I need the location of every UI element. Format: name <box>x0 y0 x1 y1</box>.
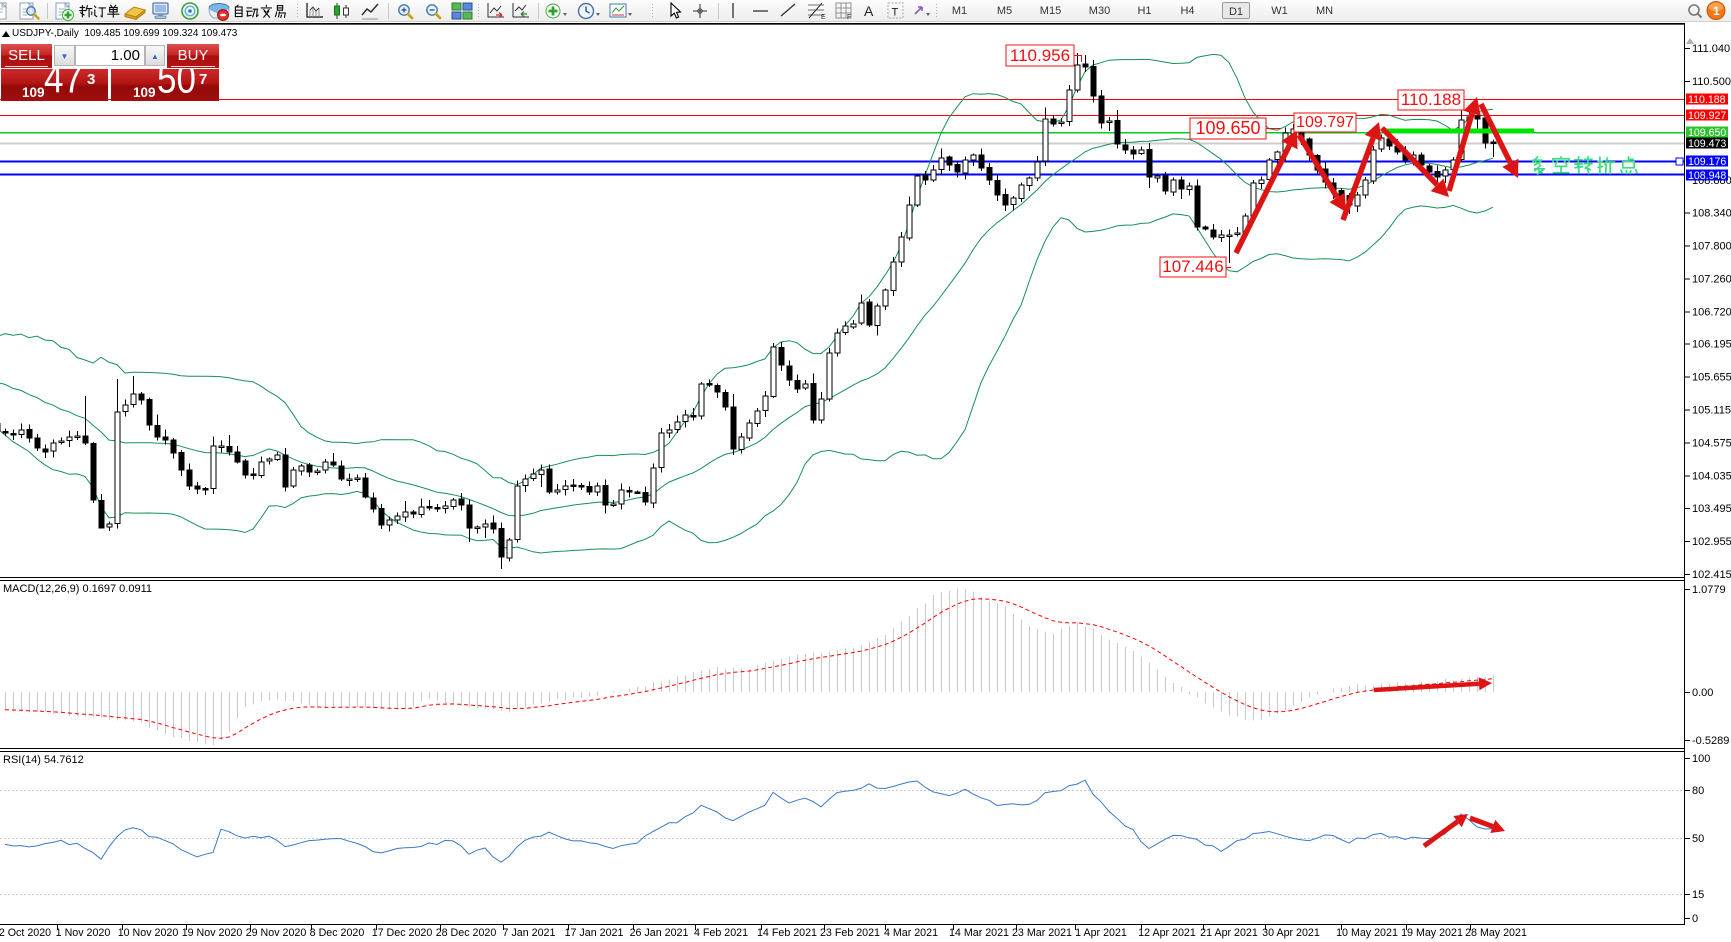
svg-text:104.035: 104.035 <box>1692 470 1731 482</box>
svg-text:RSI(14) 54.7612: RSI(14) 54.7612 <box>3 754 84 766</box>
svg-text:106.720: 106.720 <box>1692 307 1731 319</box>
svg-text:-0.5289: -0.5289 <box>1692 735 1729 747</box>
svg-text:1: 1 <box>1713 4 1720 18</box>
svg-text:109.927: 109.927 <box>1688 110 1726 122</box>
svg-text:103.495: 103.495 <box>1692 503 1731 515</box>
svg-text:23 Feb 2021: 23 Feb 2021 <box>820 927 880 939</box>
svg-text:110.188: 110.188 <box>1688 94 1726 106</box>
svg-text:30 Apr 2021: 30 Apr 2021 <box>1262 927 1320 939</box>
svg-text:0.00: 0.00 <box>1692 687 1713 699</box>
svg-text:F: F <box>847 14 851 21</box>
svg-text:21 Apr 2021: 21 Apr 2021 <box>1200 927 1258 939</box>
svg-text:29 Nov 2020: 29 Nov 2020 <box>246 927 307 939</box>
svg-text:50: 50 <box>1692 833 1704 845</box>
svg-text:111.040: 111.040 <box>1692 43 1730 55</box>
svg-text:10 May 2021: 10 May 2021 <box>1336 927 1398 939</box>
svg-text:4 Feb 2021: 4 Feb 2021 <box>694 927 748 939</box>
svg-text:1 Apr 2021: 1 Apr 2021 <box>1075 927 1127 939</box>
svg-text:14 Feb 2021: 14 Feb 2021 <box>757 927 817 939</box>
svg-text:106.195: 106.195 <box>1692 339 1731 351</box>
svg-text:19 Nov 2020: 19 Nov 2020 <box>182 927 243 939</box>
svg-text:17 Dec 2020: 17 Dec 2020 <box>372 927 433 939</box>
svg-text:MACD(12,26,9) 0.1697 0.0911: MACD(12,26,9) 0.1697 0.0911 <box>3 583 152 595</box>
svg-text:4 Mar 2021: 4 Mar 2021 <box>884 927 938 939</box>
svg-text:105.655: 105.655 <box>1692 371 1731 383</box>
svg-text:109.650: 109.650 <box>1688 127 1726 139</box>
svg-text:80: 80 <box>1692 785 1704 797</box>
svg-text:19 May 2021: 19 May 2021 <box>1401 927 1463 939</box>
svg-text:108.340: 108.340 <box>1692 208 1731 220</box>
svg-text:7 Jan 2021: 7 Jan 2021 <box>503 927 556 939</box>
svg-text:A: A <box>864 3 874 19</box>
svg-text:0: 0 <box>1692 913 1698 925</box>
svg-text:109.797: 109.797 <box>1296 114 1354 131</box>
svg-text:107.260: 107.260 <box>1692 274 1731 286</box>
svg-text:14 Mar 2021: 14 Mar 2021 <box>949 927 1009 939</box>
svg-text:109.650: 109.650 <box>1195 118 1260 138</box>
svg-text:26 Jan 2021: 26 Jan 2021 <box>630 927 689 939</box>
svg-text:109.176: 109.176 <box>1688 156 1726 168</box>
svg-text:28 Dec 2020: 28 Dec 2020 <box>436 927 497 939</box>
svg-text:102.415: 102.415 <box>1692 569 1731 581</box>
svg-text:108.948: 108.948 <box>1688 170 1726 182</box>
svg-text:28 May 2021: 28 May 2021 <box>1465 927 1527 939</box>
svg-text:12 Apr 2021: 12 Apr 2021 <box>1138 927 1196 939</box>
svg-text:17 Jan 2021: 17 Jan 2021 <box>565 927 624 939</box>
svg-text:104.575: 104.575 <box>1692 437 1731 449</box>
svg-text:110.956: 110.956 <box>1010 46 1070 65</box>
svg-text:102.955: 102.955 <box>1692 536 1731 548</box>
svg-text:107.800: 107.800 <box>1692 241 1731 253</box>
svg-text:110.500: 110.500 <box>1692 76 1731 88</box>
svg-text:109.473: 109.473 <box>1688 138 1726 150</box>
svg-text:107.446: 107.446 <box>1162 257 1223 276</box>
svg-text:110.188: 110.188 <box>1401 90 1461 109</box>
svg-text:T: T <box>892 7 899 19</box>
svg-text:23 Mar 2021: 23 Mar 2021 <box>1012 927 1072 939</box>
svg-text:22 Oct 2020: 22 Oct 2020 <box>0 927 51 939</box>
svg-text:10 Nov 2020: 10 Nov 2020 <box>118 927 179 939</box>
svg-text:1.0779: 1.0779 <box>1692 584 1726 596</box>
svg-text:1 Nov 2020: 1 Nov 2020 <box>56 927 111 939</box>
svg-text:E: E <box>821 14 826 21</box>
svg-text:15: 15 <box>1692 889 1704 901</box>
svg-text:8 Dec 2020: 8 Dec 2020 <box>310 927 365 939</box>
svg-text:105.115: 105.115 <box>1692 404 1731 416</box>
svg-text:100: 100 <box>1692 753 1710 765</box>
